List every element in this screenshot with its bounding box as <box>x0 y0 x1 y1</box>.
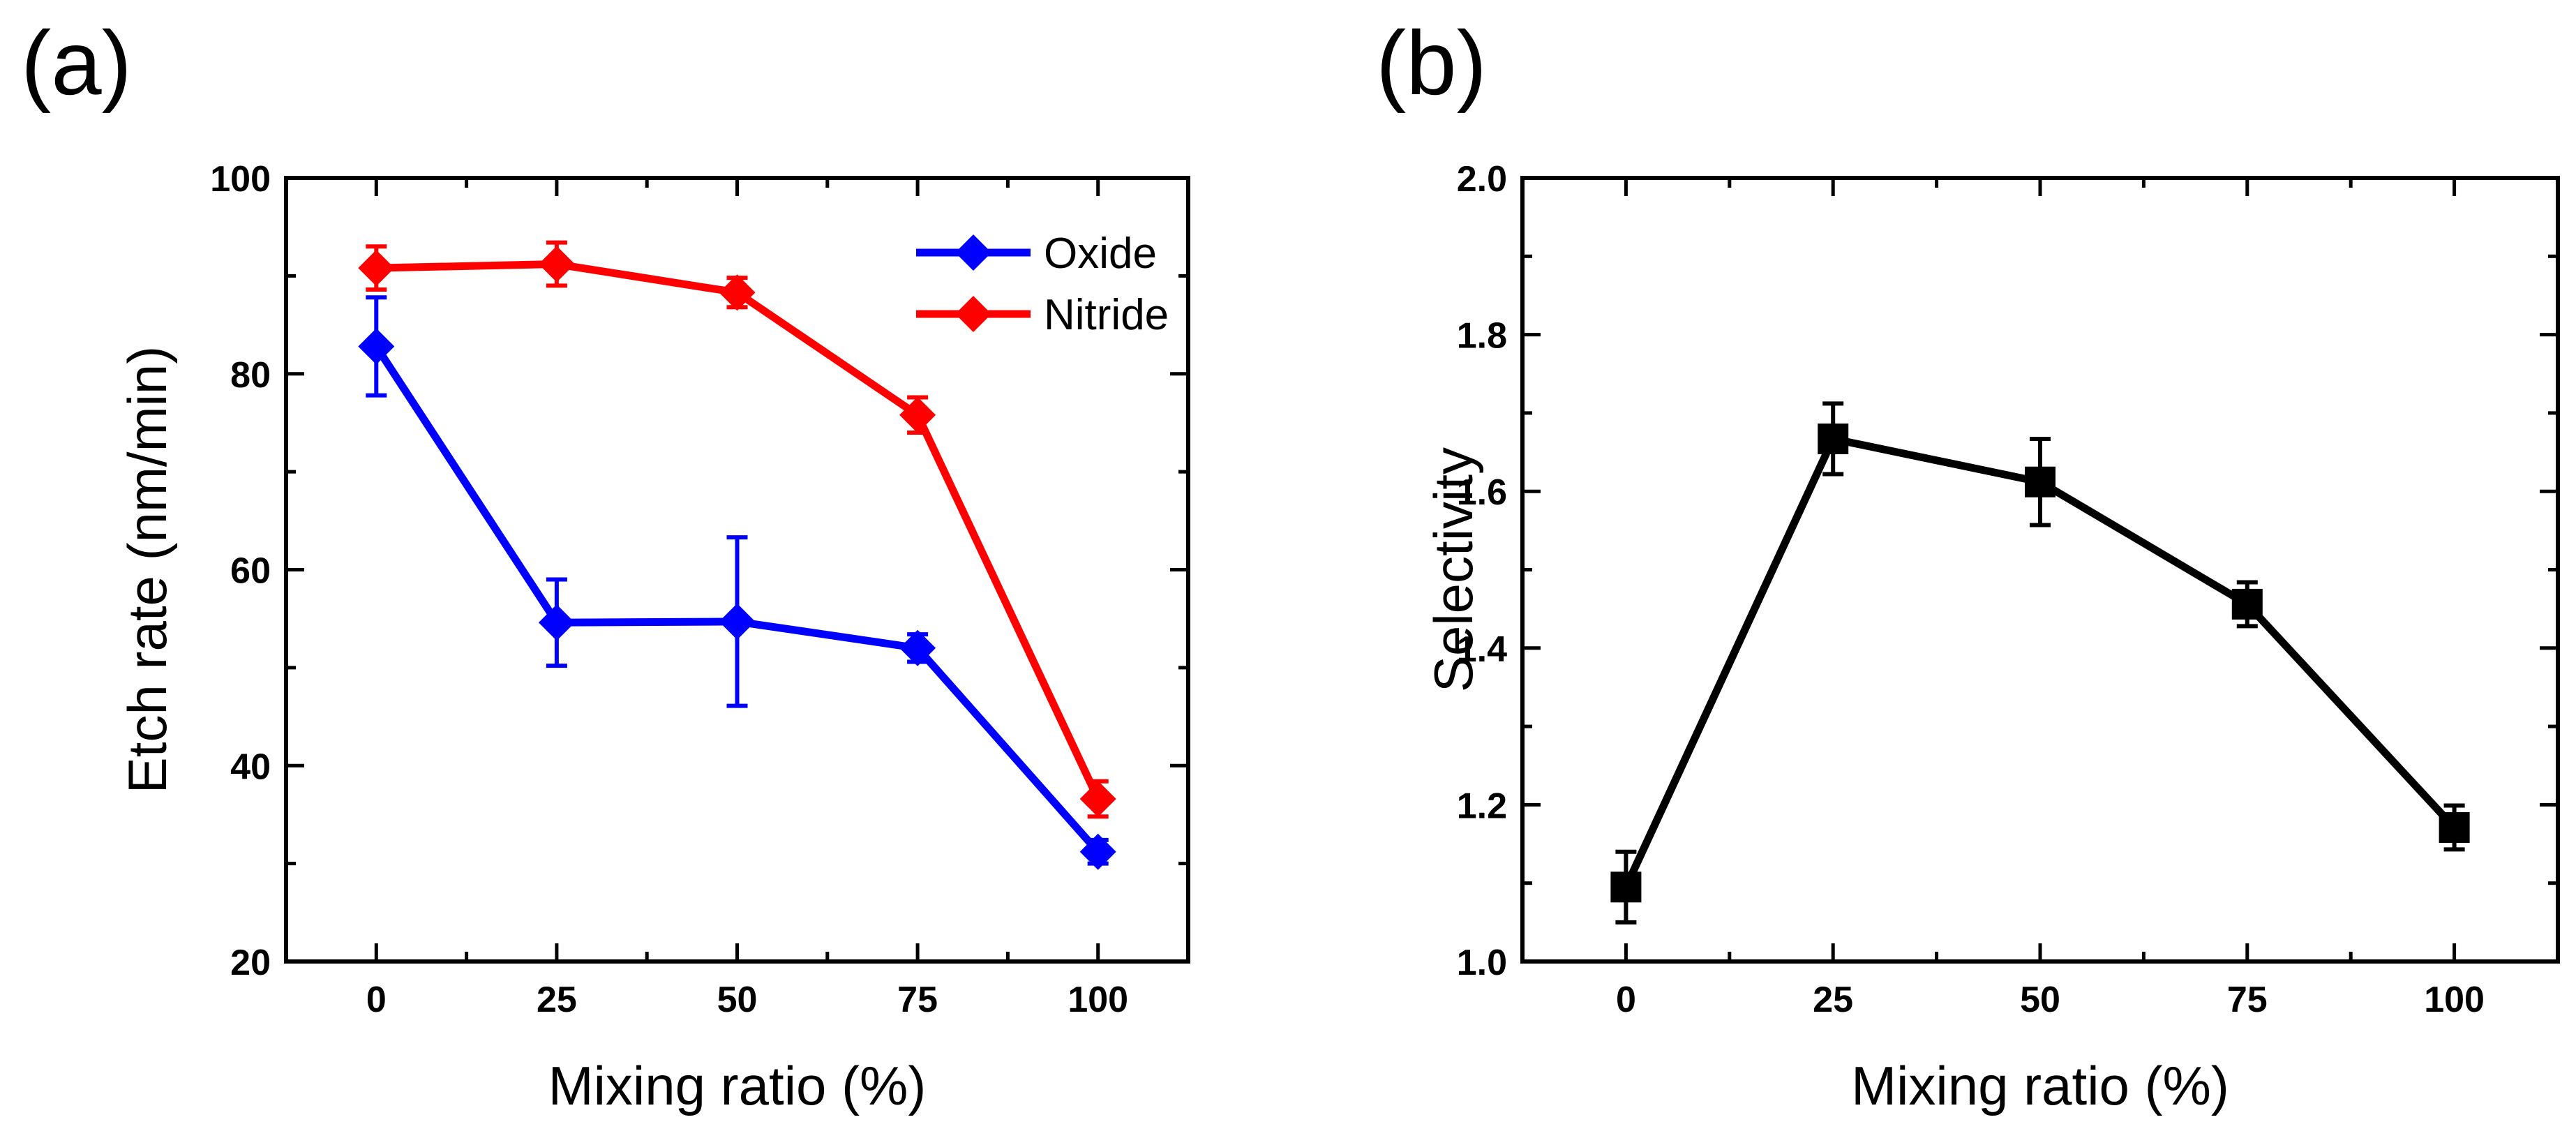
y-tick-label: 1.8 <box>1457 316 1507 357</box>
data-point <box>2439 811 2470 843</box>
panel-label: (b) <box>1376 12 1487 114</box>
y-tick-label: 20 <box>230 943 271 983</box>
legend-marker <box>955 234 991 271</box>
data-point <box>2025 466 2055 497</box>
x-tick-label: 100 <box>2424 980 2485 1020</box>
data-point <box>538 604 575 641</box>
data-point <box>899 629 936 666</box>
legend-marker <box>955 296 991 332</box>
x-axis-title: Mixing ratio (%) <box>548 1055 927 1116</box>
x-tick-label: 100 <box>1068 980 1128 1020</box>
x-tick-label: 75 <box>2227 980 2268 1020</box>
legend-label: Oxide <box>1044 230 1157 278</box>
panel-a: (a) 20 40 60 80 100 0 25 50 75 100 Mixing ratio (%)… <box>21 12 1190 1116</box>
y-tick-label: 1.0 <box>1457 943 1507 983</box>
x-tick-label: 0 <box>1616 980 1636 1020</box>
x-tick-label: 25 <box>1813 980 1853 1020</box>
x-tick-label: 0 <box>366 980 387 1020</box>
legend: Oxide Nitride <box>916 230 1169 339</box>
data-point <box>358 328 395 365</box>
y-tick-label: 60 <box>230 551 271 592</box>
y-tick-label: 100 <box>210 159 271 200</box>
x-axis-title: Mixing ratio (%) <box>1851 1055 2229 1116</box>
data-point <box>1818 423 1849 454</box>
y-tick-label: 1.2 <box>1457 786 1507 826</box>
data-point <box>1610 871 1642 903</box>
y-tick-label: 80 <box>230 355 271 396</box>
plot-frame <box>1520 176 2560 964</box>
y-tick-label: 2.0 <box>1457 159 1507 200</box>
y-tick-label: 1.4 <box>1457 629 1507 670</box>
y-axis-title: Selectivity <box>1423 447 1484 692</box>
data-point <box>899 396 936 433</box>
y-tick-label: 1.6 <box>1457 472 1507 513</box>
data-point <box>719 603 756 640</box>
y-axis-title: Etch rate (nm/min) <box>117 346 178 793</box>
x-tick-label: 50 <box>2020 980 2060 1020</box>
x-tick-label: 50 <box>717 980 758 1020</box>
data-point <box>719 274 756 311</box>
panel-label: (a) <box>21 12 132 114</box>
y-tick-label: 40 <box>230 747 271 787</box>
x-tick-label: 75 <box>897 980 938 1020</box>
data-point <box>538 246 575 283</box>
legend-label: Nitride <box>1044 291 1169 339</box>
x-tick-label: 25 <box>537 980 577 1020</box>
data-point <box>2231 588 2263 620</box>
data-point <box>358 250 395 287</box>
data-point <box>1079 780 1116 817</box>
series-line <box>376 260 1102 801</box>
panel-b: (b) 1.0 1.2 1.4 1.6 1.8 2.0 0 25 50 75 100 Mixing ra… <box>1376 12 2560 1116</box>
data-point <box>1079 833 1116 870</box>
